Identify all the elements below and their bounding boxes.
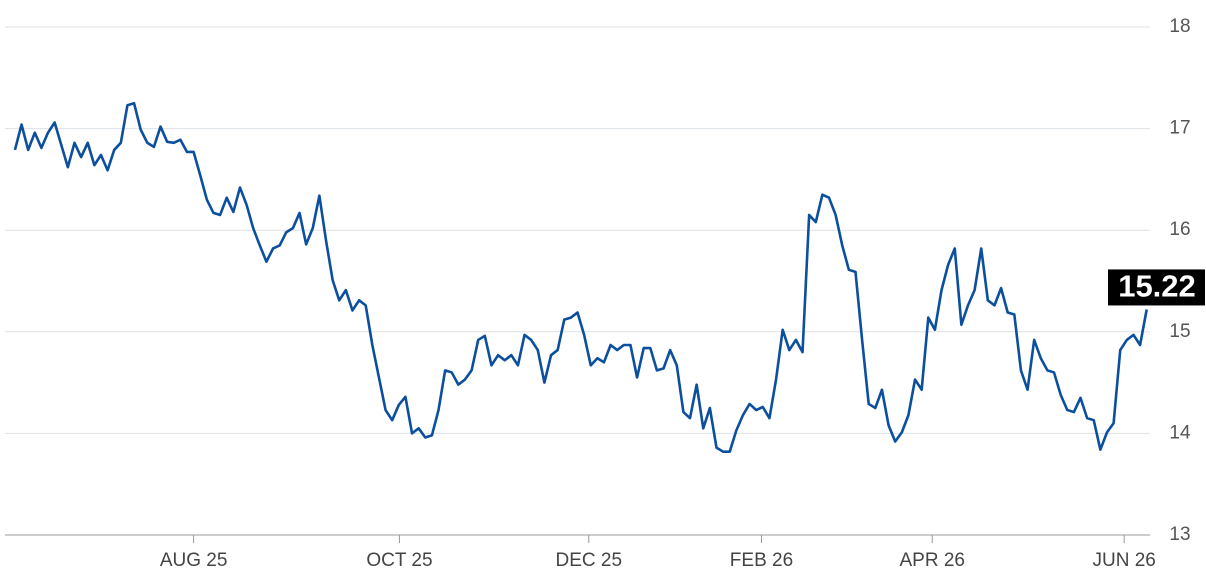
x-tick-label: DEC 25 bbox=[555, 550, 622, 571]
x-tick-label: FEB 26 bbox=[730, 550, 793, 571]
x-tick-label: JUN 26 bbox=[1093, 550, 1156, 571]
y-tick-label: 18 bbox=[1169, 16, 1190, 37]
x-tick-label: AUG 25 bbox=[160, 550, 228, 571]
y-tick-label: 13 bbox=[1169, 524, 1190, 545]
y-tick-label: 14 bbox=[1169, 422, 1191, 443]
last-value-label: 15.22 bbox=[1118, 269, 1196, 304]
x-tick-label: OCT 25 bbox=[366, 550, 432, 571]
y-tick-label: 16 bbox=[1169, 219, 1190, 240]
y-tick-label: 17 bbox=[1169, 118, 1190, 139]
last-value-box bbox=[1108, 269, 1205, 306]
y-tick-label: 15 bbox=[1169, 321, 1190, 342]
price-line bbox=[13, 101, 1148, 453]
x-tick-label: APR 26 bbox=[900, 550, 965, 571]
